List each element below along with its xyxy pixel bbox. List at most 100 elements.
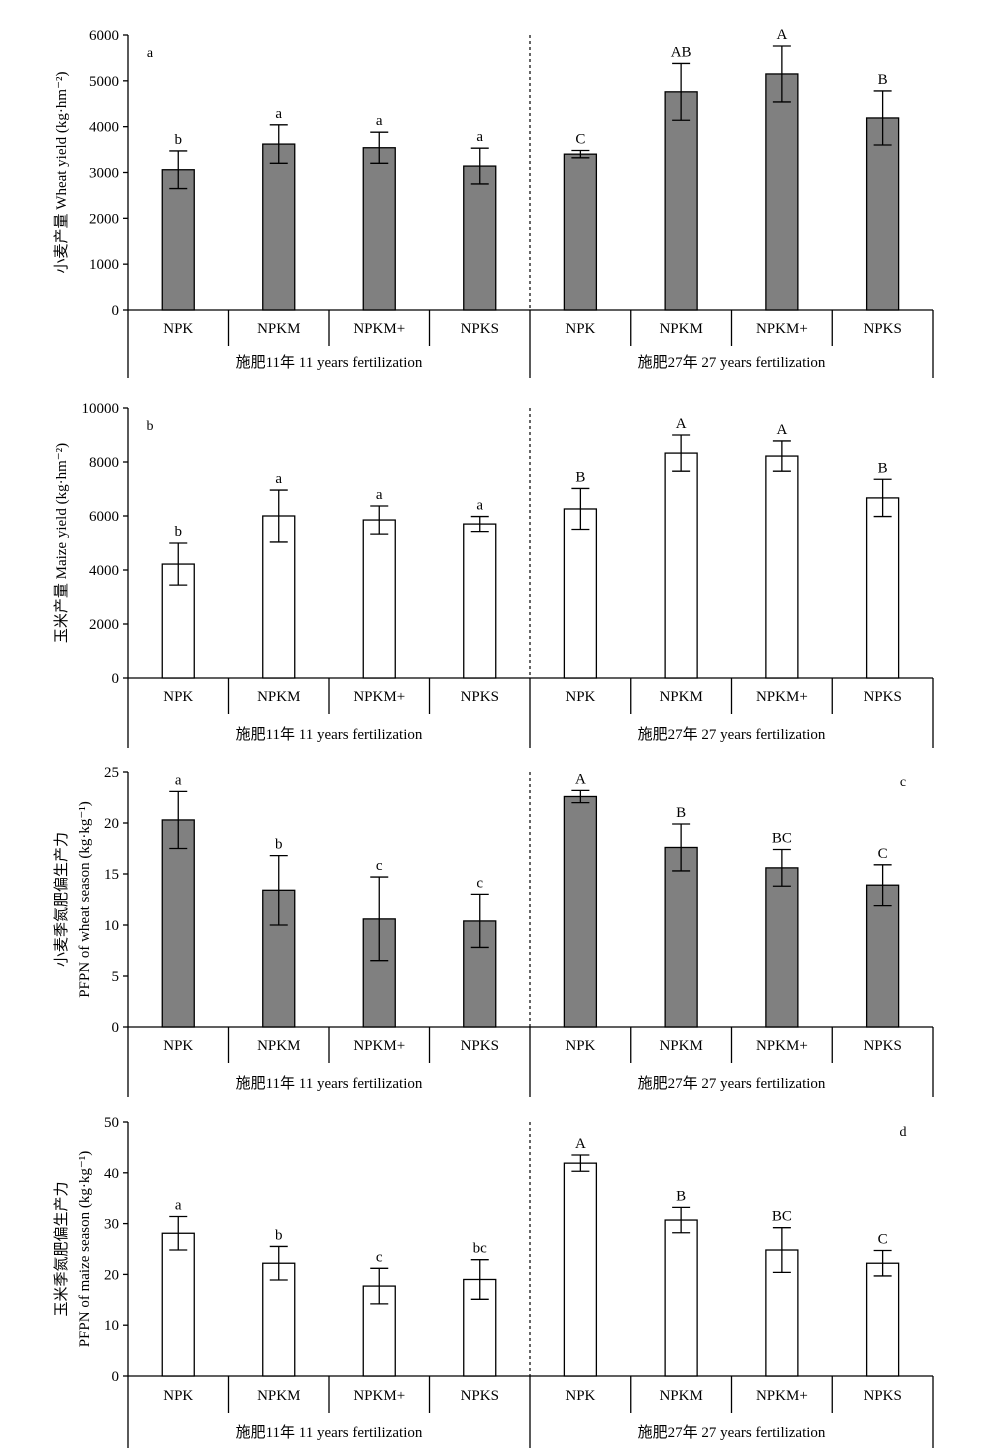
error-bar — [873, 478, 892, 518]
group-label: 施肥27年 27 years fertilization — [638, 354, 826, 371]
group-label: 施肥11年 11 years fertilization — [236, 1075, 423, 1092]
group-label: 施肥27年 27 years fertilization — [638, 726, 826, 743]
error-bar — [571, 789, 590, 804]
bar — [865, 497, 900, 679]
bar — [865, 884, 900, 1028]
bar — [362, 519, 396, 679]
y-tick-label: 6000 — [89, 509, 119, 525]
significance-letter: A — [776, 422, 787, 438]
y-tick-label: 50 — [104, 1115, 119, 1131]
category-label: NPK — [163, 1038, 193, 1054]
category-label: NPKM+ — [353, 1388, 405, 1404]
error-bar — [169, 1215, 188, 1251]
error-bar — [772, 45, 791, 103]
y-tick-label: 4000 — [89, 563, 119, 579]
significance-letter: a — [376, 113, 383, 129]
category-label: NPKM — [257, 321, 300, 337]
significance-letter: a — [275, 471, 282, 487]
significance-letter: C — [878, 846, 888, 862]
category-label: NPKM — [659, 689, 702, 705]
category-label: NPKS — [863, 1388, 901, 1404]
panel-letter: b — [147, 419, 154, 434]
error-bar — [370, 876, 389, 962]
panel-d: 0 10 20 30 40 50 玉米季氮肥偏生产力 PFPN of maize season… — [53, 1115, 934, 1448]
error-bar — [672, 1206, 691, 1234]
group-label: 施肥27年 27 years fertilization — [638, 1075, 826, 1092]
bar — [765, 867, 799, 1028]
bar — [262, 515, 296, 679]
bar — [563, 795, 598, 1028]
y-axis-label: PFPN of maize season (kg·kg⁻¹) — [77, 1151, 93, 1348]
bar — [664, 91, 698, 311]
category-label: NPK — [163, 321, 193, 337]
category-label: NPKM+ — [756, 1388, 808, 1404]
category-label: NPKM — [257, 1388, 300, 1404]
category-label: NPKM+ — [756, 321, 808, 337]
significance-letter: b — [275, 1227, 283, 1243]
error-bar — [269, 1245, 288, 1281]
category-label: NPKM — [659, 321, 702, 337]
y-tick-label: 4000 — [89, 120, 119, 136]
significance-letter: B — [878, 460, 888, 476]
y-tick-label: 5000 — [89, 74, 119, 90]
category-label: NPKM — [257, 1038, 300, 1054]
significance-letter: c — [376, 858, 383, 874]
significance-letter: B — [676, 1188, 686, 1204]
category-label: NPKM — [257, 689, 300, 705]
error-bar — [269, 489, 288, 543]
error-bar — [672, 434, 691, 472]
error-bar — [470, 893, 489, 949]
group-label: 施肥11年 11 years fertilization — [236, 726, 423, 743]
error-bar — [873, 90, 892, 146]
significance-letter: a — [175, 1197, 182, 1213]
error-bar — [672, 62, 691, 121]
significance-letter: C — [878, 1232, 888, 1248]
significance-letter: a — [175, 772, 182, 788]
significance-letter: B — [676, 805, 686, 821]
panel-c: 0 5 10 15 20 25 小麦季氮肥偏生产力 PFPN of wheat season … — [53, 765, 934, 1097]
error-bar — [169, 542, 188, 586]
significance-letter: AB — [671, 44, 692, 60]
bar — [563, 153, 598, 311]
y-axis-label: 小麦季氮肥偏生产力 — [53, 832, 70, 967]
bar — [262, 1262, 296, 1377]
y-axis-label: 玉米季氮肥偏生产力 — [53, 1181, 70, 1316]
bar — [765, 455, 799, 679]
panel-a: 0 1000 2000 3000 4000 5000 6000 小麦产量 Wheat yiel… — [53, 27, 934, 378]
significance-letter: B — [575, 469, 585, 485]
y-tick-label: 30 — [104, 1217, 119, 1233]
significance-letter: b — [175, 132, 183, 148]
y-tick-label: 10000 — [82, 401, 120, 417]
panel-letter: d — [900, 1125, 907, 1140]
category-label: NPK — [565, 689, 595, 705]
bar — [161, 819, 195, 1028]
significance-letter: c — [476, 875, 483, 891]
error-bar — [571, 1154, 590, 1172]
error-bar — [169, 790, 188, 850]
significance-letter: BC — [772, 831, 792, 847]
y-tick-label: 20 — [104, 816, 119, 832]
bar — [664, 452, 698, 679]
category-label: NPK — [565, 1038, 595, 1054]
y-tick-label: 0 — [112, 671, 120, 687]
bar — [865, 1262, 900, 1377]
y-tick-label: 10 — [104, 1318, 119, 1334]
error-bar — [873, 864, 892, 907]
bar — [161, 1232, 195, 1377]
error-bar — [370, 131, 389, 164]
panel-b: 0 2000 4000 6000 8000 10000 玉米产量 Maize yield (… — [53, 401, 934, 748]
y-tick-label: 0 — [112, 1020, 120, 1036]
y-tick-label: 2000 — [89, 617, 119, 633]
group-label: 施肥11年 11 years fertilization — [236, 354, 423, 371]
error-bar — [269, 854, 288, 926]
error-bar — [672, 823, 691, 872]
panel-letter: a — [147, 46, 154, 61]
error-bar — [269, 124, 288, 164]
significance-letter: BC — [772, 1209, 792, 1225]
category-label: NPK — [565, 1388, 595, 1404]
bar — [463, 523, 497, 679]
y-tick-label: 40 — [104, 1166, 119, 1182]
category-label: NPK — [163, 689, 193, 705]
y-tick-label: 15 — [104, 867, 119, 883]
